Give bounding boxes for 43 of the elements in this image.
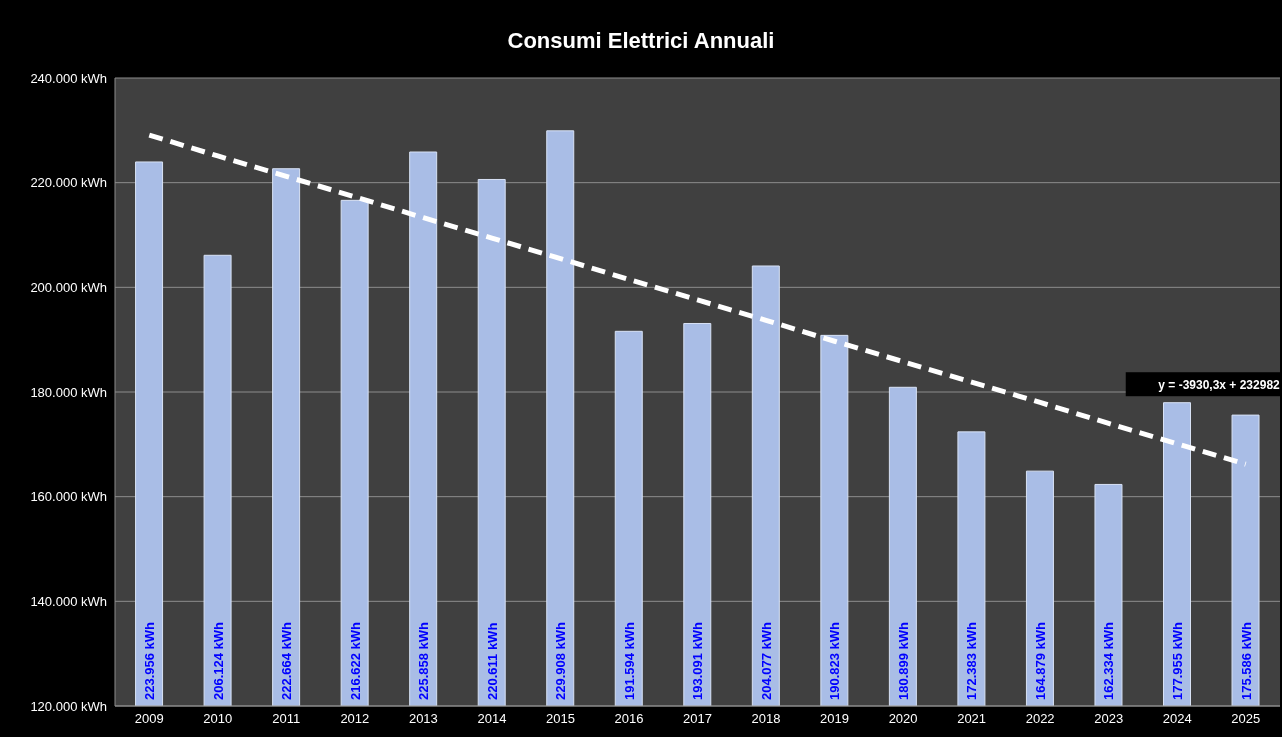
data-label: 191.594 kWh: [621, 621, 637, 700]
x-tick-label: 2024: [1162, 711, 1192, 727]
y-tick-label: 240.000 kWh: [30, 70, 107, 86]
data-label: 223.956 kWh: [142, 621, 158, 700]
y-tick-label: 140.000 kWh: [30, 593, 107, 609]
x-tick-label: 2015: [545, 711, 575, 727]
data-label: 164.879 kWh: [1032, 621, 1048, 700]
y-tick-label: 180.000 kWh: [30, 384, 107, 400]
chart-title: Consumi Elettrici Annuali: [506, 28, 776, 54]
data-label: 216.622 kWh: [347, 621, 363, 700]
x-tick-label: 2021: [957, 711, 987, 727]
data-label: 193.091 kWh: [690, 621, 706, 700]
data-label: 206.124 kWh: [210, 621, 226, 700]
x-tick-label: 2023: [1094, 711, 1124, 727]
data-label: 222.664 kWh: [279, 621, 295, 700]
data-label: 162.334 kWh: [1101, 621, 1117, 700]
data-label: 225.858 kWh: [416, 621, 432, 700]
y-tick-label: 160.000 kWh: [30, 489, 107, 505]
x-tick-label: 2012: [340, 711, 370, 727]
x-tick-label: 2018: [751, 711, 781, 727]
y-tick-label: 200.000 kWh: [30, 279, 107, 295]
data-label: 175.586 kWh: [1238, 621, 1254, 700]
data-label: 229.908 kWh: [553, 621, 569, 700]
annotation: y = -3930,3x + 232982: [1158, 378, 1281, 393]
x-tick-label: 2020: [888, 711, 918, 727]
x-tick-label: 2014: [477, 711, 507, 727]
x-tick-label: 2022: [1025, 711, 1055, 727]
data-label: 180.899 kWh: [895, 621, 911, 700]
data-label: 172.383 kWh: [964, 621, 980, 700]
y-tick-label: 120.000 kWh: [30, 698, 107, 714]
x-tick-label: 2011: [272, 711, 301, 727]
x-tick-label: 2017: [683, 711, 712, 727]
x-tick-label: 2013: [408, 711, 438, 727]
data-label: 204.077 kWh: [758, 621, 774, 700]
x-tick-label: 2010: [203, 711, 233, 727]
x-tick-label: 2025: [1231, 711, 1261, 727]
data-label: 190.823 kWh: [827, 621, 843, 700]
y-tick-label: 220.000 kWh: [30, 175, 107, 191]
data-label: 220.611 kWh: [484, 622, 500, 700]
x-tick-label: 2016: [614, 711, 644, 727]
x-tick-label: 2019: [820, 711, 850, 727]
x-tick-label: 2009: [134, 711, 164, 727]
data-label: 177.955 kWh: [1170, 621, 1185, 700]
